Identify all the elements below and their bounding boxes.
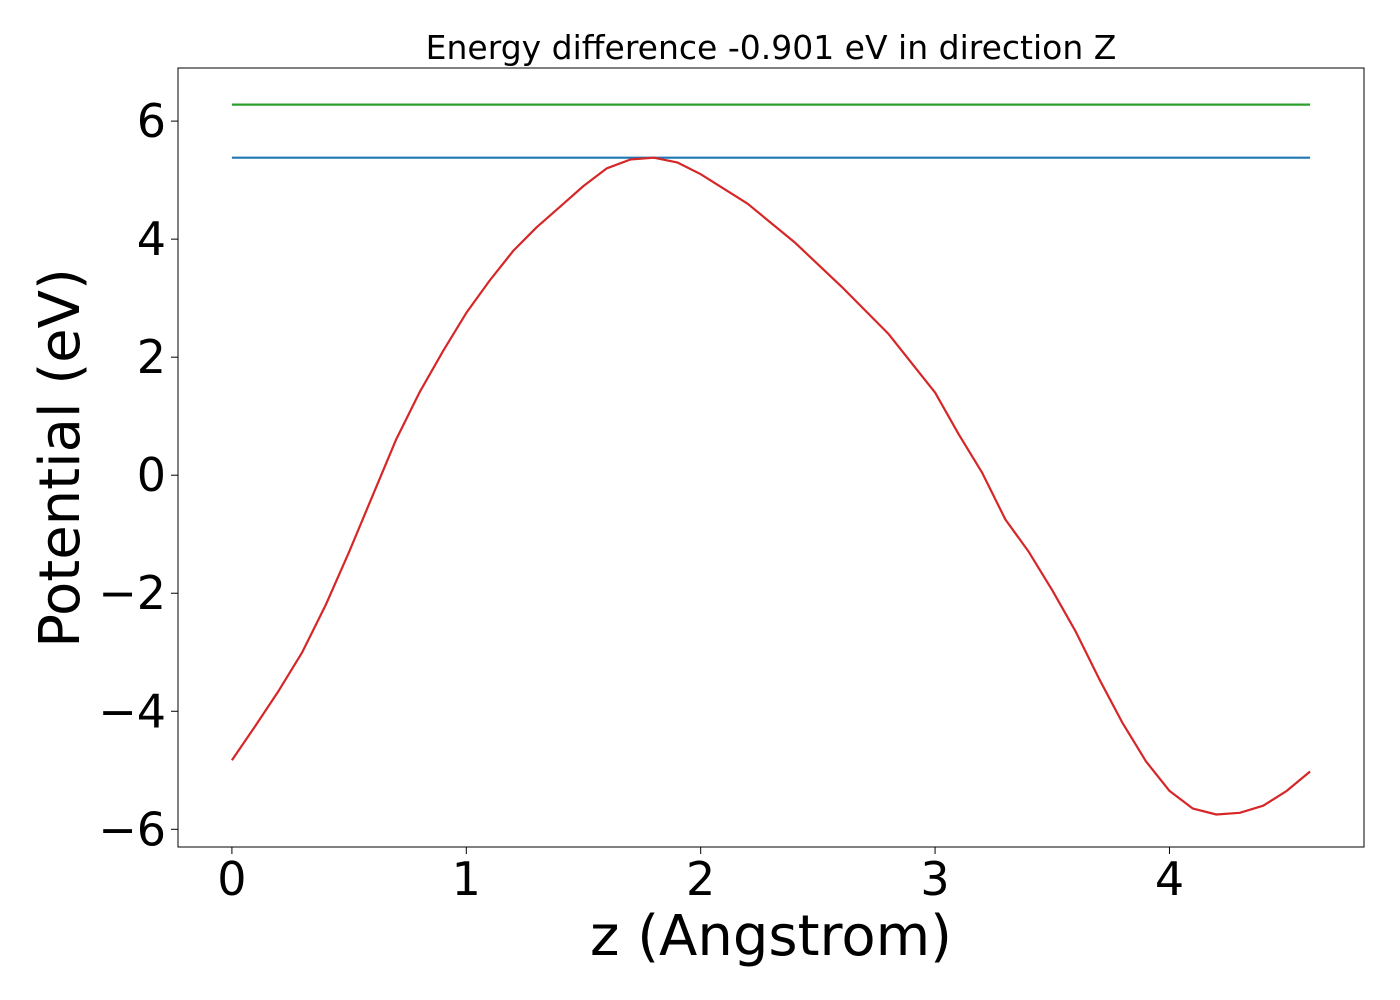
y-axis-title: Potential (eV) — [28, 268, 93, 648]
y-tick-label: 2 — [137, 330, 166, 384]
x-axis: 0 1 2 3 4 — [217, 847, 1184, 906]
x-tick-label: 4 — [1155, 852, 1184, 906]
y-tick-label: −6 — [98, 802, 166, 856]
chart-title: Energy difference -0.901 eV in direction… — [426, 28, 1117, 67]
y-tick-label: 4 — [137, 212, 166, 266]
x-tick-label: 3 — [920, 852, 949, 906]
plot-area — [177, 67, 1365, 848]
x-tick-label: 1 — [452, 852, 481, 906]
series-line-2 — [230, 156, 1311, 816]
x-tick-label: 2 — [686, 852, 715, 906]
y-tick-label: 6 — [137, 94, 166, 148]
x-tick-label: 0 — [217, 852, 246, 906]
plot-frame — [177, 67, 1365, 848]
y-tick-label: 0 — [137, 448, 166, 502]
y-tick-label: −4 — [98, 684, 166, 738]
y-axis: −6 −4 −2 0 2 4 6 — [98, 94, 178, 856]
y-tick-label: −2 — [98, 566, 166, 620]
x-axis-title: z (Angstrom) — [590, 904, 952, 969]
